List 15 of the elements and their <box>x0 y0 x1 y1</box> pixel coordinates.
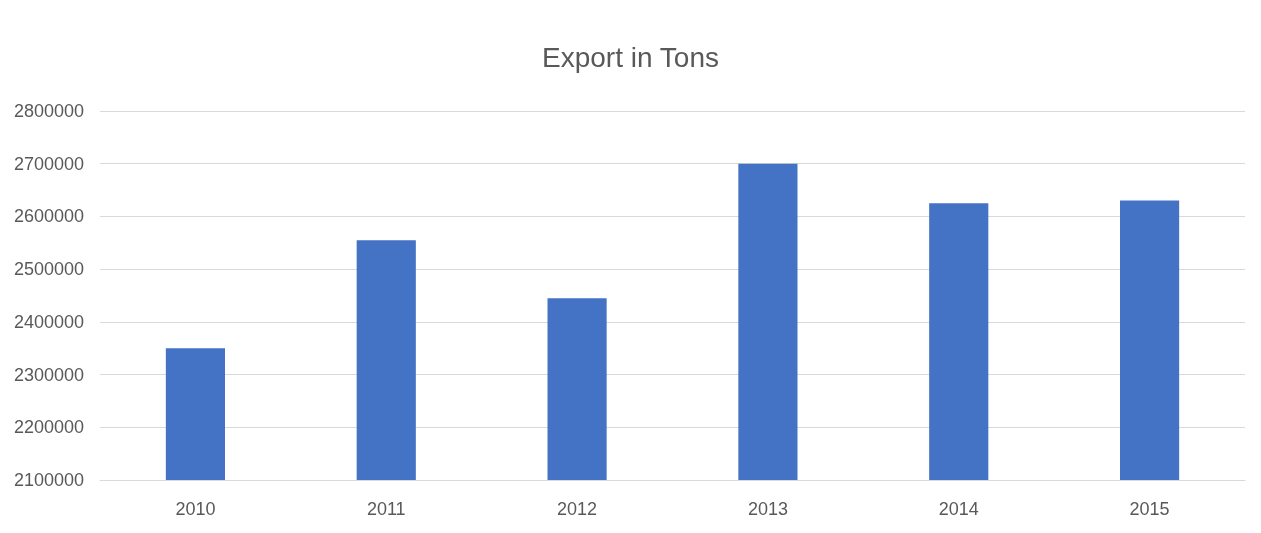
y-tick-label: 2200000 <box>13 417 84 438</box>
x-tick-label: 2015 <box>1129 499 1170 519</box>
x-tick-label: 2010 <box>175 499 216 519</box>
x-tick-label: 2011 <box>366 499 406 519</box>
x-tick-label: 2013 <box>747 499 788 519</box>
y-tick-label: 2500000 <box>13 259 84 280</box>
y-tick-label: 2100000 <box>13 470 84 490</box>
x-tick-label: 2012 <box>557 499 598 519</box>
x-tick-label: 2014 <box>938 499 979 519</box>
y-tick-label: 2800000 <box>13 101 84 121</box>
y-tick-label: 2600000 <box>13 206 84 227</box>
y-tick-label: 2700000 <box>13 153 84 174</box>
chart-title: Export in Tons <box>542 41 719 73</box>
y-tick-label: 2300000 <box>13 364 84 385</box>
y-tick-label: 2400000 <box>13 311 84 332</box>
